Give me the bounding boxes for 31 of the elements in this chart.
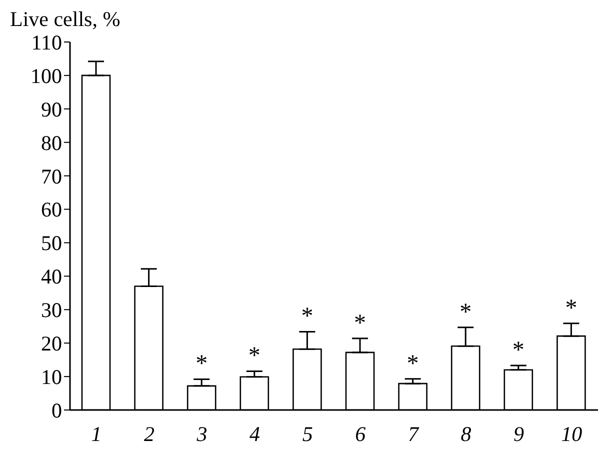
data-label: * xyxy=(565,295,578,322)
data-label: * xyxy=(354,310,366,336)
x-tick-label: 1 xyxy=(91,422,102,446)
y-tick-label: 100 xyxy=(30,64,62,88)
y-tick-label: 70 xyxy=(41,164,62,188)
y-tick-label: 20 xyxy=(41,332,62,356)
y-tick-label: 10 xyxy=(41,365,62,389)
x-tick-label: 8 xyxy=(460,422,472,446)
x-tick-label: 4 xyxy=(250,422,261,446)
data-label: * xyxy=(248,343,260,370)
x-tick-label: 3 xyxy=(196,422,208,446)
y-tick-label: 40 xyxy=(41,264,62,289)
x-tick-label: 5 xyxy=(302,422,313,446)
x-tick-label: 9 xyxy=(514,422,525,446)
y-tick-label: 80 xyxy=(41,130,62,155)
y-tick-label: 90 xyxy=(41,97,62,122)
x-tick-label: 7 xyxy=(408,422,420,446)
y-tick-label: 60 xyxy=(41,198,62,222)
y-tick-label: 30 xyxy=(41,298,62,322)
y-tick-label: 50 xyxy=(41,231,62,256)
data-label: * xyxy=(406,350,419,377)
x-tick-label: 6 xyxy=(355,422,366,446)
x-tick-label: 2 xyxy=(144,422,155,446)
data-label: * xyxy=(460,299,472,326)
data-label: * xyxy=(512,338,524,364)
data-label: * xyxy=(301,304,314,330)
y-tick-label: 0 xyxy=(52,398,62,422)
x-tick-label: 10 xyxy=(561,422,583,446)
y-tick-label: 110 xyxy=(31,30,62,54)
y-axis-title: Live cells, % xyxy=(10,7,122,31)
data-label: * xyxy=(196,351,208,378)
